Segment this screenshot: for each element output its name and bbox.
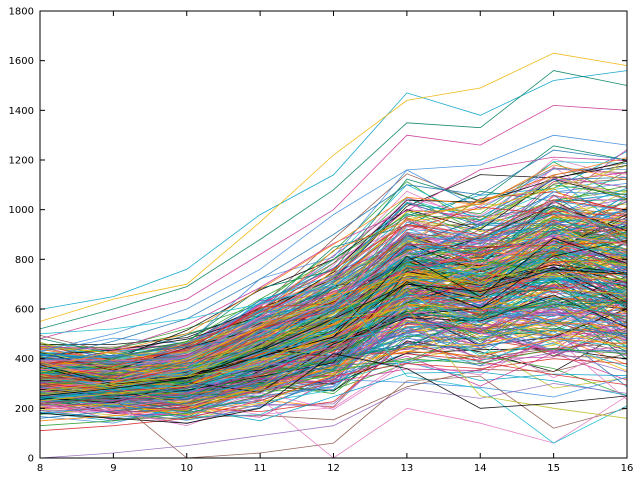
series-line bbox=[39, 167, 628, 349]
y-tick-label: 1600 bbox=[9, 56, 34, 67]
y-tick-label: 800 bbox=[15, 255, 34, 266]
series-line bbox=[39, 329, 628, 416]
x-tick-label: 9 bbox=[110, 463, 116, 474]
x-tick-label: 14 bbox=[474, 463, 487, 474]
series-line bbox=[39, 234, 628, 389]
series-line bbox=[39, 70, 628, 310]
series-line bbox=[39, 327, 628, 401]
series-line bbox=[39, 278, 628, 399]
series-line bbox=[39, 212, 628, 370]
x-tick-label: 11 bbox=[254, 463, 267, 474]
x-tick-label: 15 bbox=[547, 463, 560, 474]
series-line bbox=[39, 247, 628, 390]
series-line bbox=[39, 303, 628, 406]
series-line bbox=[39, 237, 628, 385]
series-line bbox=[39, 168, 628, 353]
series-line bbox=[39, 214, 628, 384]
series-line bbox=[39, 156, 628, 351]
series-line bbox=[39, 276, 628, 399]
series-line bbox=[39, 328, 628, 414]
series-line bbox=[39, 161, 628, 354]
x-tick-label: 16 bbox=[621, 463, 634, 474]
series-line bbox=[39, 206, 628, 364]
series-line bbox=[39, 149, 628, 360]
series-line bbox=[39, 308, 628, 409]
axes: 0 200 400 600 800 1000 1200 1400 1600 1800 8 9 10 11 1… bbox=[9, 7, 634, 475]
x-tick-label: 8 bbox=[37, 463, 43, 474]
series-line bbox=[39, 224, 628, 387]
series-line bbox=[39, 298, 628, 404]
y-tick-label: 1400 bbox=[9, 106, 34, 117]
series-line bbox=[39, 235, 628, 379]
series-line bbox=[39, 375, 628, 459]
series-line bbox=[39, 328, 628, 419]
series-line bbox=[39, 308, 628, 419]
series-line bbox=[39, 336, 628, 417]
series-line bbox=[39, 188, 628, 364]
series-line bbox=[39, 199, 628, 379]
series-line bbox=[39, 358, 628, 432]
y-tick-label: 1000 bbox=[9, 205, 34, 216]
series-line bbox=[39, 164, 628, 369]
series-line bbox=[39, 304, 628, 405]
series-line bbox=[39, 191, 628, 357]
series-lines bbox=[39, 52, 628, 459]
series-line bbox=[39, 190, 628, 357]
series-line bbox=[39, 288, 628, 402]
series-line bbox=[39, 337, 628, 425]
x-tick-label: 13 bbox=[401, 463, 414, 474]
series-line bbox=[39, 184, 628, 374]
x-tick-label: 12 bbox=[327, 463, 340, 474]
series-line bbox=[39, 70, 628, 330]
series-line bbox=[39, 258, 628, 394]
x-tick-label: 10 bbox=[180, 463, 193, 474]
y-tick-label: 400 bbox=[15, 354, 34, 365]
series-line bbox=[39, 371, 628, 422]
series-line bbox=[39, 383, 628, 459]
y-tick-label: 0 bbox=[28, 454, 34, 465]
y-tick-label: 1200 bbox=[9, 156, 34, 167]
series-line bbox=[39, 222, 628, 361]
series-line bbox=[39, 241, 628, 385]
series-line bbox=[39, 353, 628, 424]
y-tick-label: 1800 bbox=[9, 7, 34, 18]
series-line bbox=[39, 178, 628, 356]
series-line bbox=[39, 52, 628, 322]
series-line bbox=[39, 283, 628, 444]
series-line bbox=[39, 288, 628, 402]
series-line bbox=[39, 314, 628, 416]
series-line bbox=[39, 104, 628, 340]
series-line bbox=[39, 294, 628, 404]
series-line bbox=[39, 243, 628, 392]
series-line bbox=[39, 212, 628, 364]
series-line bbox=[39, 232, 628, 382]
series-line bbox=[39, 338, 628, 418]
series-line bbox=[39, 168, 628, 364]
series-line bbox=[39, 338, 628, 422]
y-tick-label: 200 bbox=[15, 404, 34, 415]
series-line bbox=[39, 295, 628, 395]
series-line bbox=[39, 204, 628, 371]
y-tick-label: 600 bbox=[15, 305, 34, 316]
series-line bbox=[39, 316, 628, 414]
